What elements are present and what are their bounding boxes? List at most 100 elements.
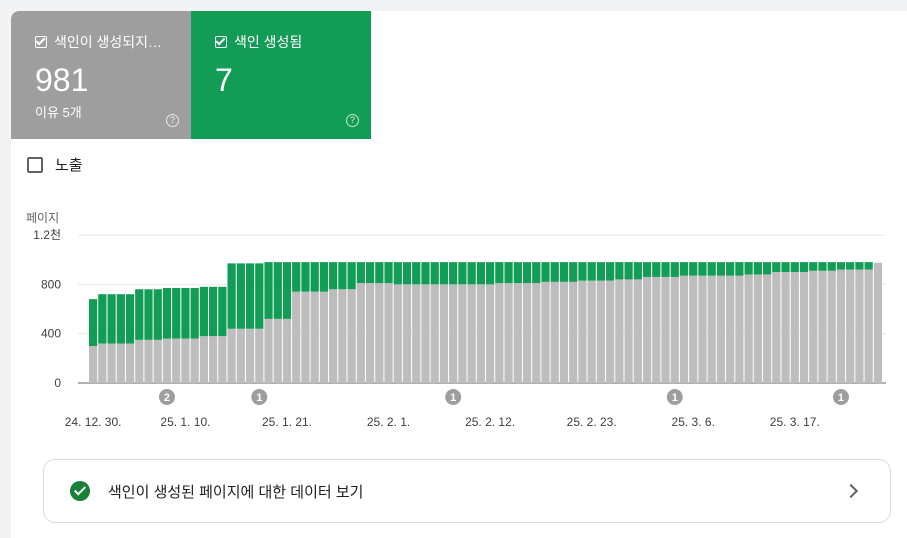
bar-not-indexed: [116, 343, 125, 383]
bar-indexed: [532, 262, 541, 284]
bar-indexed: [716, 262, 726, 276]
bar-indexed: [486, 262, 495, 285]
coverage-panel: 색인이 생성되지… 981 이유 5개 ? 색인 생성됨 7 ? 노출 페이지 0…: [11, 11, 907, 538]
bar-not-indexed: [199, 336, 209, 383]
bar-not-indexed: [264, 318, 273, 383]
bar-indexed: [245, 263, 255, 329]
bar-indexed: [301, 262, 310, 292]
bar-not-indexed: [661, 276, 670, 383]
help-icon[interactable]: ?: [346, 114, 359, 127]
annotation-label: 1: [672, 392, 678, 404]
bar-indexed: [218, 286, 227, 337]
bar-indexed: [762, 262, 772, 275]
bar-not-indexed: [596, 280, 606, 383]
bar-not-indexed: [153, 339, 162, 383]
bar-indexed: [375, 262, 384, 284]
bar-not-indexed: [458, 284, 467, 383]
bar-not-indexed: [716, 275, 726, 383]
bar-not-indexed: [98, 343, 107, 383]
indexed-checkbox-icon[interactable]: [215, 36, 227, 48]
x-tick-label: 25. 1. 21.: [262, 415, 312, 429]
bar-indexed: [615, 262, 624, 280]
bar-indexed: [162, 288, 172, 339]
help-icon[interactable]: ?: [166, 114, 179, 127]
bar-indexed: [98, 294, 107, 344]
bar-not-indexed: [412, 284, 421, 383]
not-indexed-card[interactable]: 색인이 생성되지… 981 이유 5개 ?: [11, 11, 191, 139]
bar-indexed: [495, 262, 504, 284]
impressions-toggle[interactable]: 노출: [27, 154, 83, 175]
bar-not-indexed: [864, 269, 873, 383]
bar-indexed: [744, 262, 753, 275]
bar-not-indexed: [799, 272, 809, 383]
y-tick-label: 0: [54, 376, 61, 390]
bar-not-indexed: [181, 338, 190, 383]
bar-indexed: [273, 262, 282, 319]
bar-not-indexed: [89, 346, 98, 383]
not-indexed-checkbox-icon[interactable]: [35, 36, 47, 48]
bar-not-indexed: [532, 283, 541, 383]
bar-not-indexed: [735, 275, 744, 383]
bar-indexed: [439, 262, 449, 285]
bar-indexed: [384, 262, 393, 284]
bar-not-indexed: [393, 284, 402, 383]
bar-indexed: [642, 262, 652, 277]
bar-not-indexed: [227, 328, 236, 383]
bar-indexed: [402, 262, 412, 285]
bar-indexed: [661, 262, 670, 277]
bar-indexed: [356, 262, 365, 284]
x-tick-label: 25. 1. 10.: [160, 415, 210, 429]
bar-not-indexed: [495, 283, 504, 383]
bar-not-indexed: [615, 279, 624, 383]
bar-not-indexed: [818, 270, 827, 383]
bar-indexed: [559, 262, 569, 282]
bar-indexed: [513, 262, 522, 284]
bar-indexed: [606, 262, 615, 281]
bar-indexed: [550, 262, 559, 282]
impressions-checkbox[interactable]: [27, 156, 43, 173]
bar-not-indexed: [559, 281, 569, 383]
indexed-count: 7: [215, 62, 233, 98]
bar-indexed: [116, 294, 125, 344]
bar-not-indexed: [375, 283, 384, 383]
bar-not-indexed: [476, 284, 485, 383]
bar-indexed: [522, 262, 532, 284]
bar-indexed: [652, 262, 661, 277]
bar-not-indexed: [255, 328, 264, 383]
bar-indexed: [319, 262, 329, 292]
bar-not-indexed: [846, 269, 855, 383]
annotation-marker: [445, 389, 462, 405]
bar-not-indexed: [172, 338, 181, 383]
bar-not-indexed: [421, 284, 430, 383]
bar-not-indexed: [310, 291, 319, 383]
x-tick-label: 25. 3. 17.: [770, 415, 820, 429]
bar-indexed: [772, 262, 781, 272]
bar-indexed: [698, 262, 707, 276]
bar-not-indexed: [790, 272, 799, 383]
bar-indexed: [836, 262, 846, 270]
bar-indexed: [172, 288, 181, 339]
annotation-label: 1: [450, 392, 456, 404]
chevron-right-icon: [843, 483, 859, 499]
bar-not-indexed: [781, 272, 790, 383]
bar-indexed: [135, 289, 144, 340]
not-indexed-reasons: 이유 5개: [35, 105, 82, 120]
bar-indexed: [753, 262, 762, 275]
bar-not-indexed: [762, 274, 772, 383]
bar-not-indexed: [698, 275, 707, 383]
indexed-card[interactable]: 색인 생성됨 7 ?: [191, 11, 371, 139]
bar-indexed: [181, 288, 190, 339]
x-tick-label: 25. 2. 12.: [465, 415, 515, 429]
bar-indexed: [846, 262, 855, 270]
bar-indexed: [190, 288, 199, 339]
bar-not-indexed: [218, 336, 227, 383]
bar-indexed: [329, 262, 338, 290]
view-indexed-pages-link[interactable]: 색인이 생성된 페이지에 대한 데이터 보기: [43, 459, 891, 523]
bar-indexed: [89, 299, 98, 346]
bar-not-indexed: [125, 343, 135, 383]
bar-not-indexed: [236, 328, 245, 383]
bar-not-indexed: [301, 291, 310, 383]
bar-not-indexed: [282, 318, 292, 383]
check-circle-icon: [70, 481, 90, 501]
bar-indexed: [504, 262, 513, 284]
